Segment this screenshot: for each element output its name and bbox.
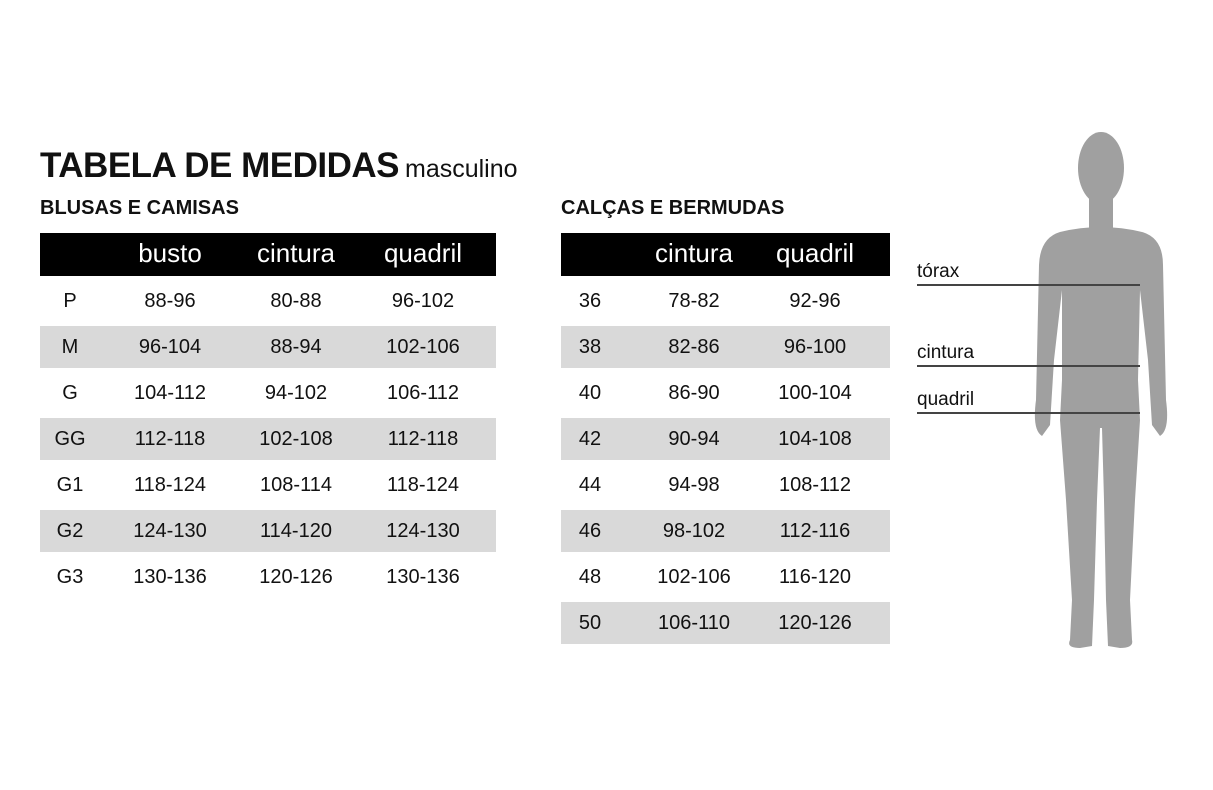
table-row: P 88-96 80-88 96-102 xyxy=(40,280,496,322)
shirts-header-row: busto cintura quadril xyxy=(40,233,496,276)
shirts-table: busto cintura quadril P 88-96 80-88 96-102 M 96-… xyxy=(40,233,496,598)
measure-cell: 124-130 xyxy=(133,520,207,542)
column-header: quadril xyxy=(775,238,855,268)
measure-cell: 86-90 xyxy=(668,382,720,404)
size-cell: P xyxy=(63,290,77,312)
measure-cell: 94-98 xyxy=(668,474,720,496)
size-cell: M xyxy=(61,336,79,358)
pants-header-row: cintura quadril xyxy=(561,233,890,276)
pants-table: cintura quadril 36 78-82 92-96 38 82-86 96-100 4… xyxy=(561,233,890,644)
title-text: TABELA DE MEDIDAS xyxy=(40,146,400,185)
size-cell: GG xyxy=(54,428,86,450)
measure-cell: 102-108 xyxy=(259,428,333,450)
measure-cell: 106-112 xyxy=(387,382,459,404)
table-row: G 104-112 94-102 106-112 xyxy=(40,372,496,414)
size-cell: G2 xyxy=(56,520,84,542)
measure-cell: 80-88 xyxy=(270,290,322,312)
size-cell: 44 xyxy=(578,474,602,496)
measure-cell: 130-136 xyxy=(133,566,207,588)
table-row: G1 118-124 108-114 118-124 xyxy=(40,464,496,506)
measure-cell: 78-82 xyxy=(668,290,720,312)
measure-cell: 112-116 xyxy=(779,520,851,542)
cintura-label: cintura xyxy=(917,342,975,363)
measure-cell: 116-120 xyxy=(779,566,851,588)
table-row: M 96-104 88-94 102-106 xyxy=(40,326,496,368)
measure-cell: 96-104 xyxy=(138,336,202,358)
size-cell: 36 xyxy=(578,290,602,312)
column-header: cintura xyxy=(256,238,336,268)
table-row: 38 82-86 96-100 xyxy=(561,326,890,368)
measure-cell: 112-118 xyxy=(387,428,459,450)
measure-cell: 108-112 xyxy=(779,474,851,496)
measure-cell: 82-86 xyxy=(668,336,720,358)
head-shape xyxy=(1078,132,1124,204)
measure-cell: 102-106 xyxy=(657,566,731,588)
measure-cell: 112-118 xyxy=(134,428,206,450)
size-cell: 40 xyxy=(578,382,602,404)
size-cell: 48 xyxy=(578,566,602,588)
measure-cell: 100-104 xyxy=(778,382,852,404)
measure-cell: 88-94 xyxy=(270,336,322,358)
table-row: 40 86-90 100-104 xyxy=(561,372,890,414)
table-row: 46 98-102 112-116 xyxy=(561,510,890,552)
measure-cell: 108-114 xyxy=(260,474,332,496)
column-header: cintura xyxy=(654,238,734,268)
table-row: 42 90-94 104-108 xyxy=(561,418,890,460)
shirts-heading: BLUSAS E CAMISAS xyxy=(40,197,239,219)
measure-cell: 94-102 xyxy=(264,382,328,404)
measure-cell: 118-124 xyxy=(134,474,206,496)
size-cell: 42 xyxy=(578,428,602,450)
measure-cell: 114-120 xyxy=(260,520,332,542)
size-cell: G3 xyxy=(56,566,84,588)
table-row: 48 102-106 116-120 xyxy=(561,556,890,598)
size-cell: 38 xyxy=(578,336,602,358)
measure-cell: 98-102 xyxy=(662,520,726,542)
measure-cell: 130-136 xyxy=(386,566,460,588)
measure-cell: 106-110 xyxy=(658,612,730,634)
measure-cell: 104-108 xyxy=(778,428,852,450)
measure-cell: 118-124 xyxy=(387,474,459,496)
table-row: 50 106-110 120-126 xyxy=(561,602,890,644)
neck-shape xyxy=(1089,195,1113,230)
size-cell: G1 xyxy=(56,474,84,496)
size-cell: 50 xyxy=(578,612,602,634)
measure-cell: 124-130 xyxy=(386,520,460,542)
column-header: quadril xyxy=(383,238,463,268)
size-cell: 46 xyxy=(578,520,602,542)
pants-heading: CALÇAS E BERMUDAS xyxy=(561,197,785,219)
table-row: G3 130-136 120-126 130-136 xyxy=(40,556,496,598)
measure-cell: 120-126 xyxy=(778,612,852,634)
measure-cell: 104-112 xyxy=(134,382,206,404)
measure-cell: 92-96 xyxy=(789,290,841,312)
column-header: busto xyxy=(138,238,202,268)
measure-cell: 96-100 xyxy=(783,336,847,358)
table-row: GG 112-118 102-108 112-118 xyxy=(40,418,496,460)
measure-cell: 88-96 xyxy=(144,290,196,312)
page-subtitle: masculino xyxy=(405,155,518,183)
body-shape xyxy=(1034,227,1168,648)
table-row: 44 94-98 108-112 xyxy=(561,464,890,506)
quadril-label: quadril xyxy=(917,389,975,410)
torax-label: tórax xyxy=(917,261,960,282)
table-row: G2 124-130 114-120 124-130 xyxy=(40,510,496,552)
measure-cell: 102-106 xyxy=(386,336,460,358)
size-cell: G xyxy=(62,382,78,404)
measure-cell: 96-102 xyxy=(391,290,455,312)
table-row: 36 78-82 92-96 xyxy=(561,280,890,322)
measure-cell: 90-94 xyxy=(668,428,720,450)
page-title: TABELA DE MEDIDAS masculino xyxy=(40,146,518,186)
measure-cell: 120-126 xyxy=(259,566,333,588)
